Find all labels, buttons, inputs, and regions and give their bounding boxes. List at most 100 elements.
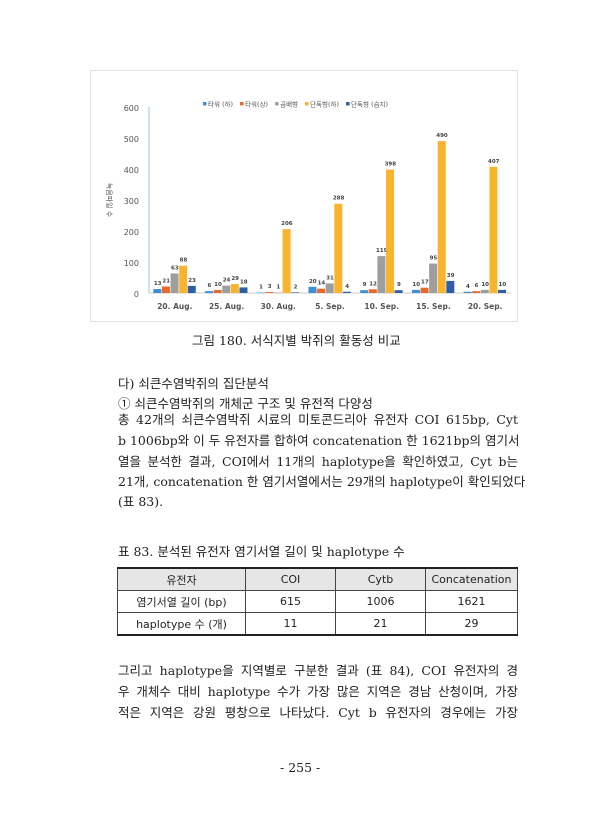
bar [291,292,300,293]
legend-entry: 단독형 (습지) [351,100,388,109]
data-label: 1 [259,285,263,291]
paragraph-line: 적은 지역은 강원 평창으로 나타났다. Cyt b 유전자의 경우에는 가장 [118,705,518,720]
data-label: 398 [385,162,397,168]
bar [265,292,274,293]
data-label: 1 [276,285,280,291]
bar [273,292,282,294]
cell: 21 [335,612,426,636]
data-label: 4 [345,284,349,290]
data-label: 9 [363,282,367,288]
cell: haplotype 수 (개) [117,612,246,636]
bar [411,289,420,293]
haplotype-table: 유전자 COI Cytb Concatenation 염기서열 길이 (bp) … [117,567,518,636]
bar [429,263,438,293]
subsection-heading: ① 쇠큰수염박쥐의 개체군 구조 및 유전적 다양성 [118,396,373,411]
y-tick-label: 0 [134,290,139,299]
bar [213,289,222,293]
data-label: 6 [475,283,479,289]
section-heading: 다) 쇠큰수염박쥐의 집단분석 [118,376,269,391]
table-caption: 표 83. 분석된 유전자 염기서열 길이 및 haplotype 수 [118,544,405,559]
y-tick-label: 400 [124,166,139,175]
bar [187,285,196,293]
x-tick-label: 20. Sep. [468,302,503,311]
table-header-row: 유전자 COI Cytb Concatenation [117,567,518,591]
data-label: 3 [268,284,272,290]
bar [342,291,351,293]
data-label: 31 [326,275,334,281]
data-label: 23 [188,278,196,284]
paragraph-line: (표 83). [118,494,164,509]
data-label: 63 [171,265,179,271]
activity-bar-chart: 0 100 200 300 400 500 600 녹음파일 수 13 21 63 88 23 20. A… [90,70,518,322]
bar [308,286,317,293]
data-label: 10 [481,282,489,288]
bar [437,141,446,293]
figure-caption: 그림 180. 서식지별 박쥐의 활동성 비교 [192,333,401,348]
legend-entry: 타워 (하) [208,100,233,109]
bar [256,292,265,294]
data-label: 24 [223,278,231,284]
legend-swatch [275,102,279,106]
paragraph-line: 열을 분석한 결과, COI에서 11개의 haplotype을 확인하였고, … [118,454,518,469]
x-tick-label: 10. Sep. [364,302,399,311]
x-tick-label: 30. Aug. [261,302,296,311]
legend-swatch [305,102,309,106]
bar [170,273,179,293]
legend-swatch [240,102,244,106]
data-label: 10 [214,282,222,288]
data-label: 119 [376,248,388,254]
bar [179,265,188,293]
bar [161,286,170,293]
cell: 29 [425,612,518,636]
cell: 11 [245,612,336,636]
data-label: 95 [430,256,438,262]
bar [420,287,429,293]
y-tick-label: 100 [124,259,139,268]
paragraph-line: 총 42개의 쇠큰수염박쥐 시료의 미토콘드리아 유전자 COI 615bp, … [118,412,518,427]
legend-entry: 단독형(하) [310,100,339,109]
data-label: 88 [180,258,188,264]
data-label: 20 [309,279,317,285]
bar [386,169,395,293]
paragraph-line: 그리고 haplotype을 지역별로 구분한 결과 (표 84), COI 유… [118,663,518,678]
header-cell: Concatenation [425,567,518,591]
data-label: 4 [466,284,470,290]
data-label: 18 [240,279,248,285]
x-tick-label: 15. Sep. [416,302,451,311]
bar [368,289,377,293]
cell: 1621 [425,590,518,613]
header-cell: Cytb [335,567,426,591]
data-label: 490 [436,133,448,139]
x-tick-label: 5. Sep. [315,302,345,311]
data-label: 39 [447,273,455,279]
header-cell: COI [245,567,336,591]
legend-entry: 곰배형 [280,100,298,109]
cell: 1006 [335,590,426,613]
x-tick-label: 20. Aug. [157,302,192,311]
data-label: 10 [499,282,507,288]
data-label: 29 [231,276,239,282]
bar [472,291,481,293]
bar [480,289,489,293]
cell: 615 [245,590,336,613]
data-label: 21 [162,278,170,284]
table-row: 염기서열 길이 (bp) 615 1006 1621 [117,590,518,613]
data-label: 206 [281,221,293,227]
data-label: 10 [412,282,420,288]
y-tick-label: 200 [124,228,139,237]
legend-swatch [346,102,350,106]
bar [317,288,326,293]
bar [325,283,334,293]
header-cell: 유전자 [117,567,246,591]
data-label: 288 [333,196,345,202]
bar [360,290,369,293]
bar [222,285,231,293]
data-label: 2 [294,284,298,290]
bar [230,284,239,293]
data-label: 407 [488,159,500,165]
paragraph-line: 21개, concatenation 한 염기서열에서는 29개의 haplot… [118,474,526,489]
bar [377,256,386,293]
bar [153,288,162,293]
data-label: 14 [318,281,326,287]
